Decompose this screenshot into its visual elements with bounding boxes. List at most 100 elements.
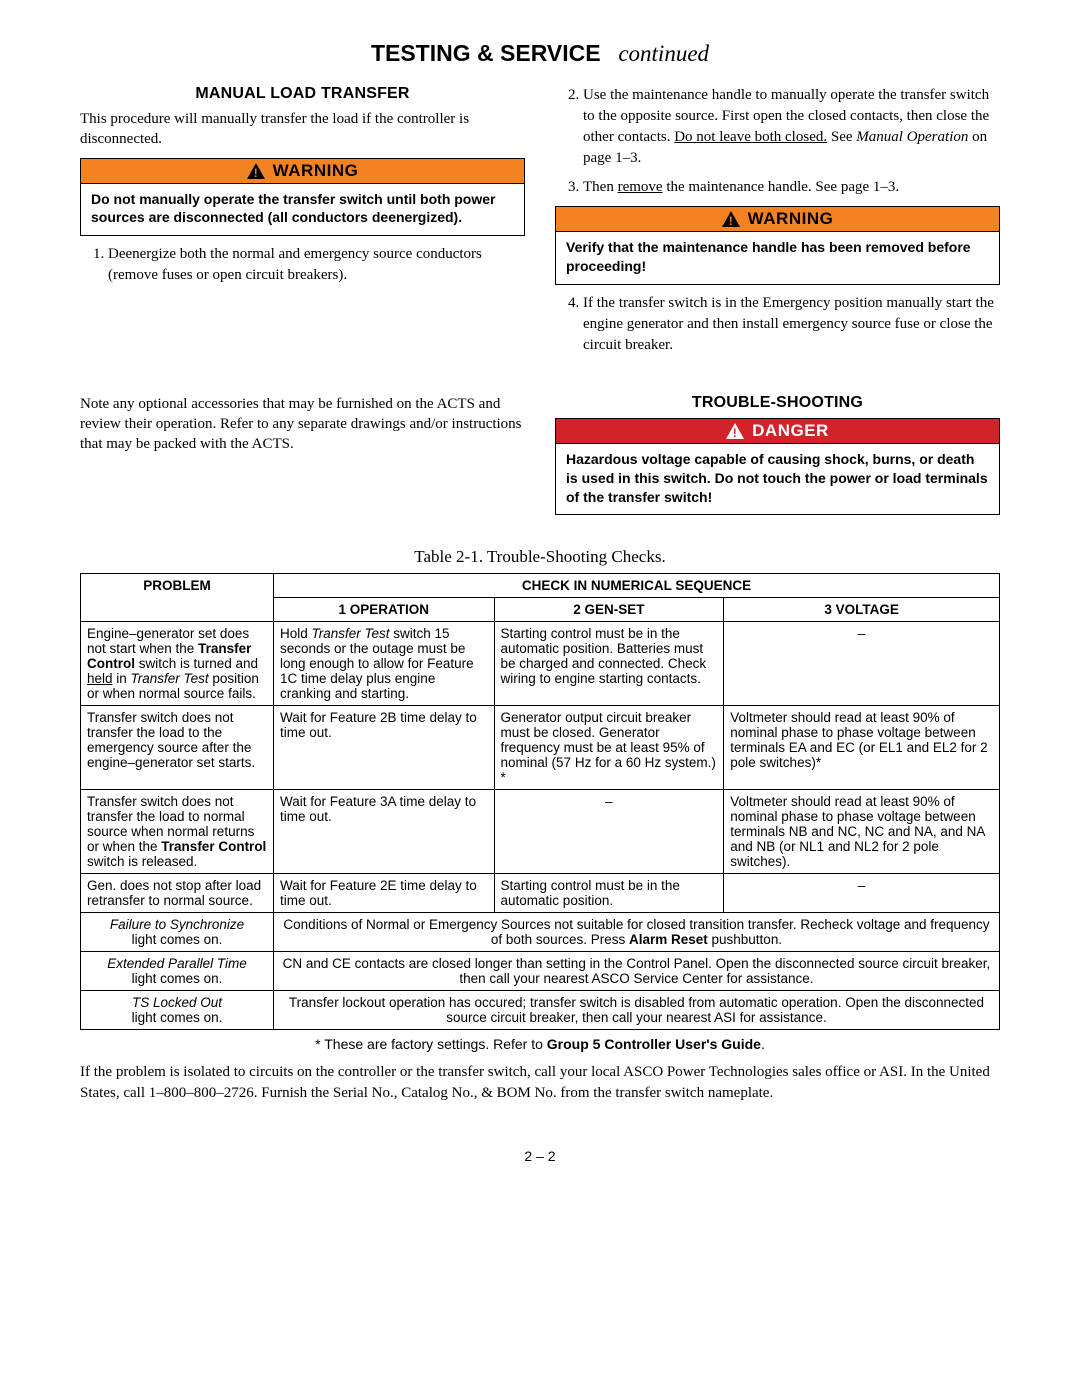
warning-box-2: ! WARNING Verify that the maintenance ha… — [555, 206, 1000, 285]
svg-text:!: ! — [728, 214, 733, 227]
step2-underline: Do not leave both closed. — [674, 129, 827, 145]
warning-icon: ! — [722, 211, 740, 227]
th-problem: PROBLEM — [81, 574, 274, 622]
manual-page: TESTING & SERVICE continued MANUAL LOAD … — [0, 0, 1080, 1397]
footnote-pre: * These are factory settings. Refer to — [315, 1036, 547, 1052]
table-row: Transfer switch does not transfer the lo… — [81, 706, 1000, 790]
mlt-left-col: MANUAL LOAD TRANSFER This procedure will… — [80, 85, 525, 364]
footnote-post: . — [761, 1036, 765, 1052]
footnote-bold: Group 5 Controller User's Guide — [547, 1036, 761, 1052]
danger-icon: ! — [726, 423, 744, 439]
th-genset: 2 GEN-SET — [494, 598, 724, 622]
s1-italic: Failure to Synchronize — [110, 917, 244, 932]
span2-text: CN and CE contacts are closed longer tha… — [273, 952, 999, 991]
mlt-steps-left: Deenergize both the normal and emergency… — [80, 244, 525, 286]
table-caption: Table 2-1. Trouble-Shooting Checks. — [80, 547, 1000, 567]
page-number: 2 – 2 — [80, 1148, 1000, 1164]
row2-op: Wait for Feature 2B time delay to time o… — [273, 706, 494, 790]
table-row: Engine–generator set does not start when… — [81, 622, 1000, 706]
s3-rest: light comes on. — [132, 1010, 223, 1025]
mlt-steps-right: Use the maintenance handle to manually o… — [555, 85, 1000, 198]
s3-italic: TS Locked Out — [132, 995, 222, 1010]
step2-post1: See — [827, 129, 856, 145]
span3-label: TS Locked Out light comes on. — [81, 991, 274, 1030]
svg-text:!: ! — [733, 426, 738, 439]
r1-problem-u: held — [87, 671, 113, 686]
row3-gen: – — [494, 790, 724, 874]
row2-problem: Transfer switch does not transfer the lo… — [81, 706, 274, 790]
warning-label-1: WARNING — [273, 161, 359, 181]
warning-box-1: ! WARNING Do not manually operate the tr… — [80, 158, 525, 237]
span1-label: Failure to Synchronize light comes on. — [81, 913, 274, 952]
s2-rest: light comes on. — [132, 971, 223, 986]
warning-bar-1: ! WARNING — [81, 159, 524, 184]
danger-label: DANGER — [752, 421, 829, 441]
header-main: TESTING & SERVICE — [371, 40, 601, 66]
warning-text-2: Verify that the maintenance handle has b… — [556, 232, 999, 284]
mlt-step-4: If the transfer switch is in the Emergen… — [583, 293, 1000, 356]
svg-text:!: ! — [253, 166, 258, 179]
r1-problem-italic: Transfer Test — [131, 671, 209, 686]
mlt-step-1: Deenergize both the normal and emergency… — [108, 244, 525, 286]
r1-op-pre: Hold — [280, 626, 312, 641]
th-voltage: 3 VOLTAGE — [724, 598, 1000, 622]
ts-intro: Note any optional accessories that may b… — [80, 394, 525, 455]
page-title: TESTING & SERVICE continued — [80, 40, 1000, 67]
warning-icon: ! — [247, 163, 265, 179]
s1-rest: light comes on. — [132, 932, 223, 947]
row4-gen: Starting control must be in the automati… — [494, 874, 724, 913]
row4-op: Wait for Feature 2E time delay to time o… — [273, 874, 494, 913]
table-footnote: * These are factory settings. Refer to G… — [80, 1036, 1000, 1052]
s2-italic: Extended Parallel Time — [107, 956, 246, 971]
ts-left-col: Note any optional accessories that may b… — [80, 394, 525, 524]
row3-problem: Transfer switch does not transfer the lo… — [81, 790, 274, 874]
table-header-row-1: PROBLEM CHECK IN NUMERICAL SEQUENCE — [81, 574, 1000, 598]
warning-text-1: Do not manually operate the transfer swi… — [81, 184, 524, 236]
span1-text: Conditions of Normal or Emergency Source… — [273, 913, 999, 952]
step2-italic: Manual Operation — [856, 129, 968, 145]
warning-bar-2: ! WARNING — [556, 207, 999, 232]
danger-box: ! DANGER Hazardous voltage capable of ca… — [555, 418, 1000, 516]
manual-load-transfer-section: MANUAL LOAD TRANSFER This procedure will… — [80, 85, 1000, 364]
step3-post: the maintenance handle. See page 1–3. — [663, 179, 900, 195]
row1-problem: Engine–generator set does not start when… — [81, 622, 274, 706]
row3-volt: Voltmeter should read at least 90% of no… — [724, 790, 1000, 874]
table-row: Transfer switch does not transfer the lo… — [81, 790, 1000, 874]
step3-underline: remove — [618, 179, 663, 195]
warning-label-2: WARNING — [748, 209, 834, 229]
mlt-step-3: Then remove the maintenance handle. See … — [583, 177, 1000, 198]
closing-paragraph: If the problem is isolated to circuits o… — [80, 1062, 1000, 1104]
th-sequence: CHECK IN NUMERICAL SEQUENCE — [273, 574, 999, 598]
row2-gen: Generator output circuit breaker must be… — [494, 706, 724, 790]
danger-bar: ! DANGER — [556, 419, 999, 444]
r1-problem-mid: switch is turned and — [135, 656, 258, 671]
ts-right-col: TROUBLE-SHOOTING ! DANGER Hazardous volt… — [555, 394, 1000, 524]
trouble-shooting-table: PROBLEM CHECK IN NUMERICAL SEQUENCE 1 OP… — [80, 573, 1000, 1030]
danger-text: Hazardous voltage capable of causing sho… — [556, 444, 999, 515]
row1-gen: Starting control must be in the automati… — [494, 622, 724, 706]
row2-volt: Voltmeter should read at least 90% of no… — [724, 706, 1000, 790]
row3-op: Wait for Feature 3A time delay to time o… — [273, 790, 494, 874]
r3-problem-post: switch is released. — [87, 854, 197, 869]
r1-problem-post1: in — [113, 671, 131, 686]
mlt-heading: MANUAL LOAD TRANSFER — [80, 85, 525, 103]
table-row: TS Locked Out light comes on. Transfer l… — [81, 991, 1000, 1030]
s1-text-bold: Alarm Reset — [629, 932, 708, 947]
r3-problem-bold: Transfer Control — [161, 839, 266, 854]
s1-text-post: pushbutton. — [708, 932, 782, 947]
span2-label: Extended Parallel Time light comes on. — [81, 952, 274, 991]
row4-problem: Gen. does not stop after load retransfer… — [81, 874, 274, 913]
table-row: Failure to Synchronize light comes on. C… — [81, 913, 1000, 952]
mlt-step-2: Use the maintenance handle to manually o… — [583, 85, 1000, 169]
th-operation: 1 OPERATION — [273, 598, 494, 622]
span3-text: Transfer lockout operation has occured; … — [273, 991, 999, 1030]
table-row: Gen. does not stop after load retransfer… — [81, 874, 1000, 913]
mlt-right-col: Use the maintenance handle to manually o… — [555, 85, 1000, 364]
table-row: Extended Parallel Time light comes on. C… — [81, 952, 1000, 991]
row1-volt: – — [724, 622, 1000, 706]
trouble-shooting-intro-row: Note any optional accessories that may b… — [80, 394, 1000, 524]
row4-volt: – — [724, 874, 1000, 913]
mlt-steps-right-2: If the transfer switch is in the Emergen… — [555, 293, 1000, 356]
row1-op: Hold Transfer Test switch 15 seconds or … — [273, 622, 494, 706]
step3-pre: Then — [583, 179, 618, 195]
